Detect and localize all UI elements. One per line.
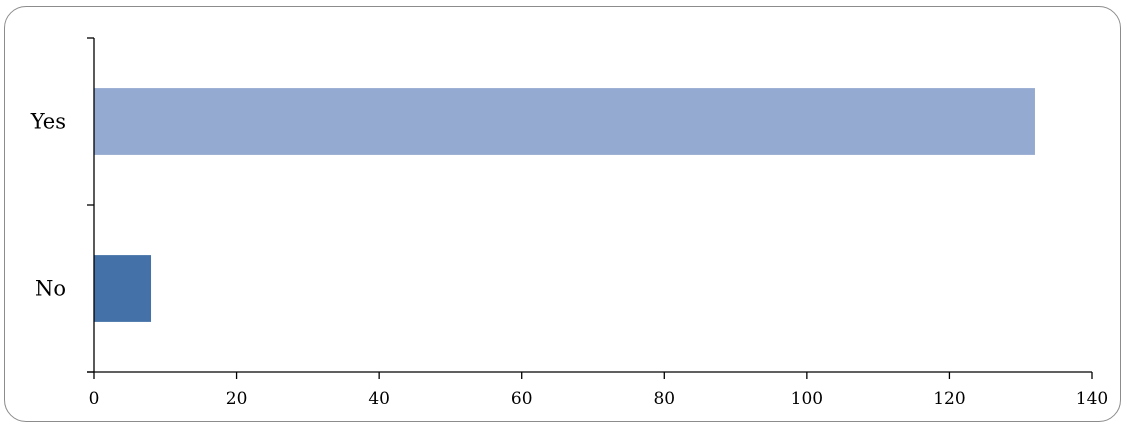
x-tick-label-100: 100 <box>791 389 823 409</box>
x-tick-label-80: 80 <box>653 389 675 409</box>
labels-group: No Yes 0 20 40 60 80 100 120 140 <box>30 110 1108 410</box>
x-tick-label-60: 60 <box>511 389 533 409</box>
category-label-yes: Yes <box>30 110 66 134</box>
x-tick-label-20: 20 <box>226 389 248 409</box>
category-label-no: No <box>35 277 66 301</box>
chart-frame <box>4 6 1121 422</box>
x-tick-label-40: 40 <box>368 389 390 409</box>
bars-group <box>94 88 1035 322</box>
bar-yes <box>94 88 1035 155</box>
x-tick-label-0: 0 <box>89 389 100 409</box>
bar-no <box>94 255 152 322</box>
x-tick-label-140: 140 <box>1076 389 1108 409</box>
axes-group <box>87 37 1093 379</box>
x-tick-label-120: 120 <box>933 389 965 409</box>
